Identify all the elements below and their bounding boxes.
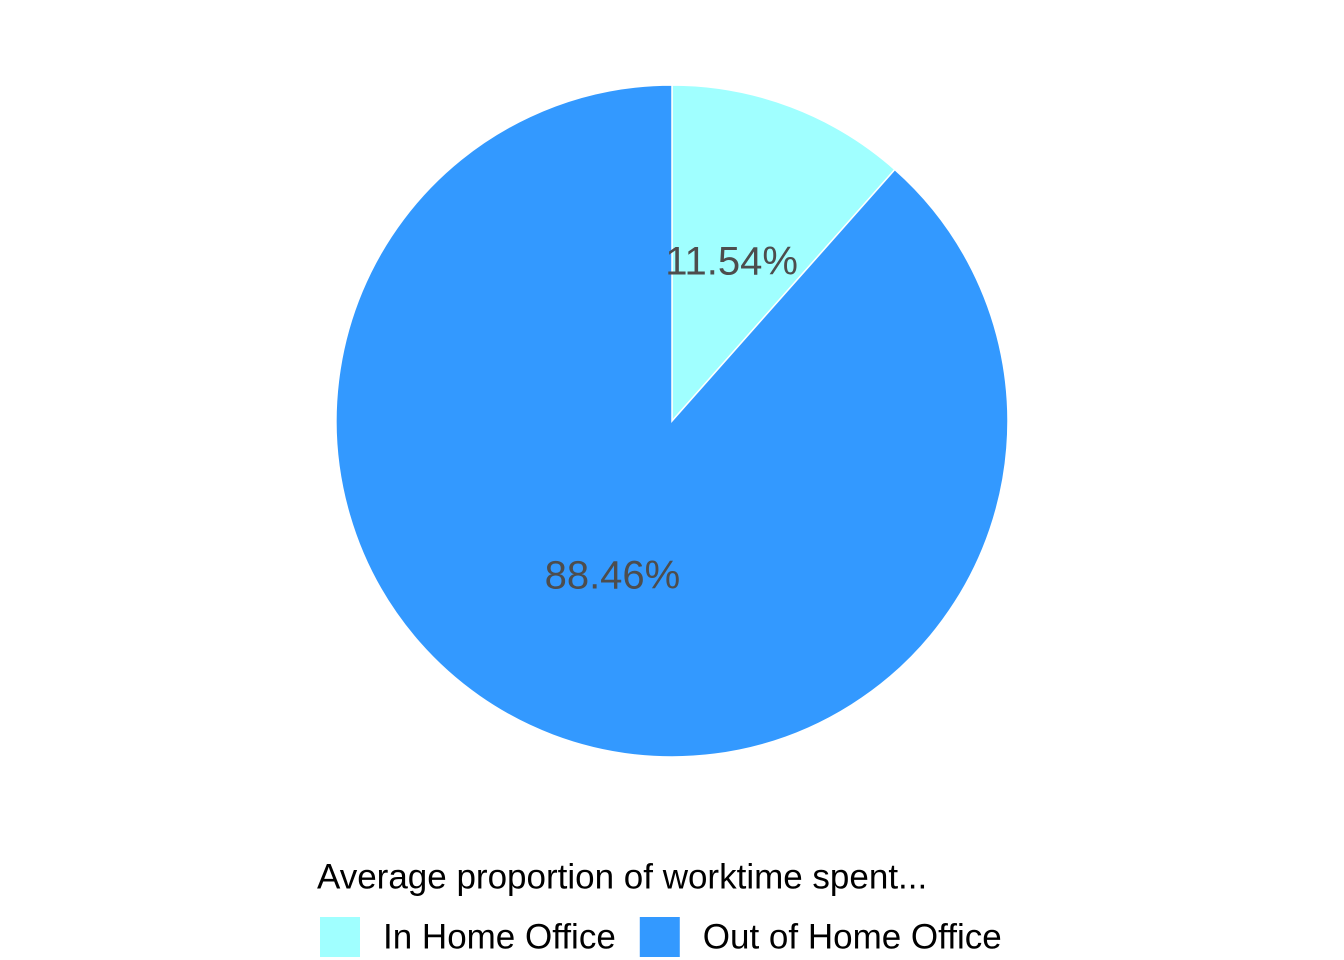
legend-key — [320, 917, 360, 957]
pie-slice — [335, 84, 1009, 758]
legend-label: Out of Home Office — [703, 917, 1002, 956]
slice-label: 11.54% — [665, 239, 798, 283]
pie-slice — [671, 84, 896, 423]
slice-label: 88.46% — [545, 554, 681, 598]
legend-label: In Home Office — [383, 917, 616, 956]
legend-key — [639, 917, 680, 957]
legend-title: Average proportion of worktime spent... — [317, 857, 927, 896]
